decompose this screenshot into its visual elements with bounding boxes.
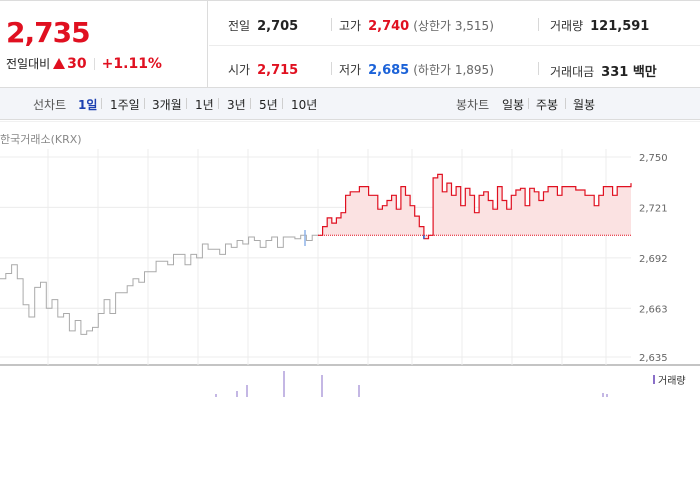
tab-1-year[interactable]: 1년	[195, 98, 214, 112]
tab-monthly-candle[interactable]: 월봉	[573, 98, 596, 112]
chart-period-bar: 선차트 1일 1주일 3개월 1년 3년 5년 10년 봉차트 일봉 주봉 월봉	[0, 88, 700, 120]
y-tick-label: 2,663	[639, 304, 668, 315]
tab-weekly-candle[interactable]: 주봉	[536, 98, 559, 112]
lower-limit: (하한가 1,895)	[413, 63, 494, 77]
divider	[565, 98, 566, 109]
stat-value: 2,685	[368, 63, 410, 78]
current-price: 2,735	[6, 16, 91, 49]
stat-label: 거래량	[550, 19, 584, 33]
divider	[101, 98, 102, 109]
change-label: 전일대비	[6, 57, 51, 71]
stat-prev-close: 전일 2,705	[228, 17, 298, 34]
stat-amount: 거래대금 331 백만	[550, 61, 657, 80]
stat-volume: 거래량 121,591	[550, 17, 649, 34]
tab-10-years[interactable]: 10년	[291, 98, 318, 112]
price-chart-svg[interactable]: 2,750 2,721 2,692 2,663 2,635	[0, 121, 700, 490]
divider	[250, 98, 251, 109]
change-value: 30	[67, 55, 87, 72]
change-info: 전일대비 30 +1.11%	[6, 55, 162, 72]
divider	[528, 98, 529, 109]
tab-daily-candle[interactable]: 일봉	[502, 98, 525, 112]
row-divider	[209, 45, 700, 46]
divider	[331, 62, 332, 75]
stat-value: 2,715	[257, 63, 299, 78]
tab-3-months[interactable]: 3개월	[152, 98, 182, 112]
up-arrow-icon	[53, 58, 66, 69]
volume-legend: 거래량	[653, 372, 686, 387]
volume-legend-label: 거래량	[658, 376, 686, 387]
line-chart-title: 선차트	[33, 98, 67, 112]
stat-label: 거래대금	[550, 65, 595, 79]
quote-summary-panel: 2,735 전일대비 30 +1.11% 전일 2,705 고가 2,740 (…	[0, 0, 700, 89]
divider	[282, 98, 283, 109]
stat-label: 저가	[339, 63, 362, 77]
y-tick-label: 2,635	[639, 353, 668, 364]
divider	[186, 98, 187, 109]
stat-label: 고가	[339, 19, 362, 33]
stat-label: 시가	[228, 63, 251, 77]
divider	[144, 98, 145, 109]
stat-value: 2,705	[257, 19, 299, 34]
volume-swatch	[653, 375, 655, 384]
series-today	[318, 173, 632, 240]
y-tick-label: 2,750	[639, 153, 668, 164]
stat-low: 저가 2,685 (하한가 1,895)	[339, 61, 494, 78]
divider	[538, 18, 539, 31]
tab-1-day[interactable]: 1일	[78, 98, 98, 112]
intraday-chart: 2,750 2,721 2,692 2,663 2,635 한국거래소(KRX) 거래량	[0, 121, 700, 490]
price-box: 2,735 전일대비 30 +1.11%	[0, 1, 208, 89]
divider	[538, 62, 539, 75]
divider	[218, 98, 219, 109]
stat-value: 2,740	[368, 19, 410, 34]
upper-limit: (상한가 3,515)	[413, 19, 494, 33]
stat-high: 고가 2,740 (상한가 3,515)	[339, 17, 494, 34]
stat-label: 전일	[228, 19, 251, 33]
stat-value: 331 백만	[601, 65, 657, 80]
divider	[93, 57, 95, 70]
stat-value: 121,591	[590, 19, 650, 34]
series-previous-day	[0, 234, 318, 335]
y-tick-label: 2,721	[639, 203, 668, 214]
tab-1-week[interactable]: 1주일	[110, 98, 140, 112]
y-tick-label: 2,692	[639, 254, 668, 265]
tab-5-years[interactable]: 5년	[259, 98, 278, 112]
candle-chart-title: 봉차트	[456, 98, 490, 112]
change-rate: +1.11%	[101, 55, 162, 72]
stat-open: 시가 2,715	[228, 61, 298, 78]
exchange-source: 한국거래소(KRX)	[0, 133, 82, 146]
tab-3-years[interactable]: 3년	[227, 98, 246, 112]
divider	[331, 18, 332, 31]
